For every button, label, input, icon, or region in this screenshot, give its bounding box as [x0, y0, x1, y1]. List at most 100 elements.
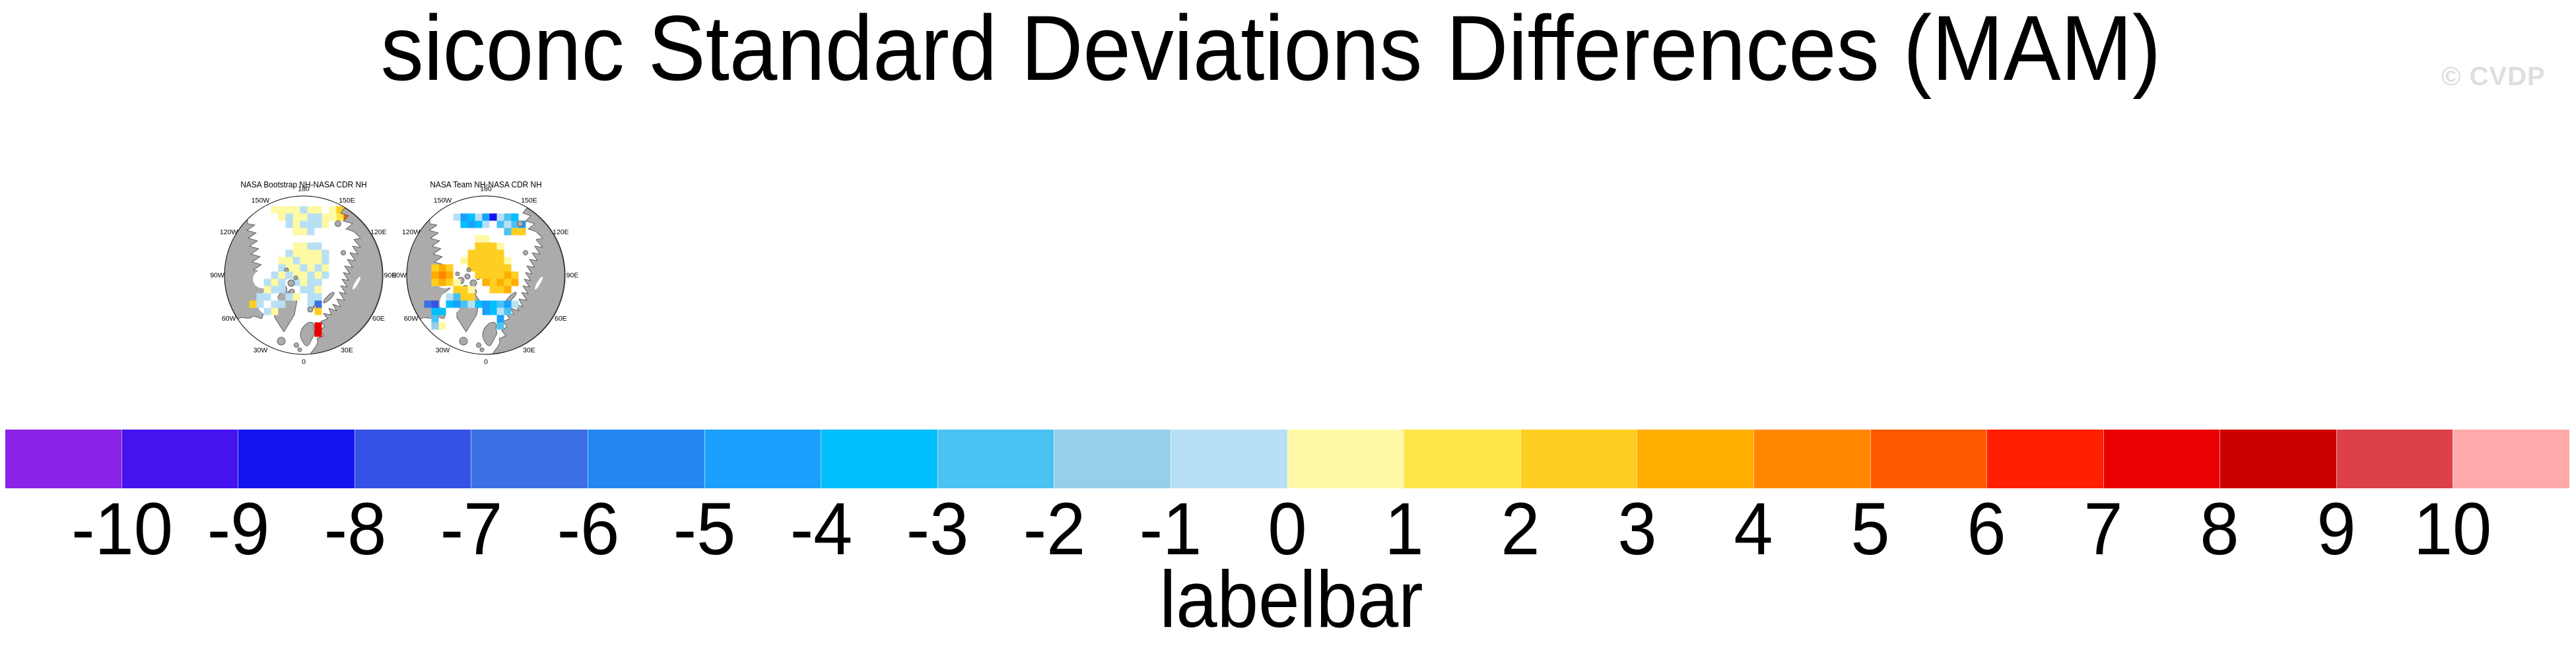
- data-cell: [482, 264, 490, 272]
- data-cell: [292, 220, 300, 228]
- data-cell: [504, 300, 512, 308]
- ring-label: 150W: [252, 197, 270, 205]
- data-cell: [446, 271, 454, 279]
- data-cell: [460, 257, 468, 265]
- data-cell: [307, 228, 315, 236]
- data-cell: [496, 257, 504, 265]
- land-scandinavia: [300, 321, 316, 346]
- land-island: [459, 337, 468, 346]
- land-island: [455, 271, 460, 276]
- land-island: [323, 292, 335, 304]
- colorbar-segment: [821, 430, 937, 488]
- data-cell: [482, 307, 490, 315]
- data-cell: [431, 264, 439, 272]
- data-cell: [285, 257, 293, 265]
- data-cell: [511, 228, 519, 236]
- cell-layer-over: [424, 228, 526, 330]
- data-cell: [489, 257, 497, 265]
- data-cell: [314, 220, 322, 228]
- data-cell: [285, 293, 293, 301]
- data-cell: [460, 220, 468, 228]
- data-cell: [438, 271, 446, 279]
- colorbar-segment: [354, 430, 471, 488]
- data-cell: [489, 307, 497, 315]
- tick-label: 10: [2414, 488, 2492, 570]
- tick-label: -1: [1139, 488, 1202, 570]
- land-island: [476, 342, 481, 348]
- data-cell: [467, 300, 475, 308]
- data-cell: [460, 286, 468, 294]
- ring-label: 90E: [566, 272, 579, 280]
- data-cell: [482, 220, 490, 228]
- data-cell: [489, 213, 497, 221]
- land-island: [297, 347, 302, 352]
- data-cell: [278, 286, 286, 294]
- data-cell: [453, 286, 461, 294]
- data-cell: [263, 293, 271, 301]
- ring-label: 120E: [370, 228, 387, 236]
- data-cell: [504, 213, 512, 221]
- land-island: [517, 220, 524, 227]
- ring-label: 60W: [222, 315, 236, 323]
- data-cell: [314, 249, 322, 257]
- data-cell: [285, 220, 293, 228]
- data-cell: [446, 278, 454, 286]
- land-island: [277, 337, 286, 346]
- ring-label: 120E: [553, 228, 569, 236]
- colorbar-segment: [2220, 430, 2336, 488]
- data-cell: [431, 278, 439, 286]
- data-cell: [271, 206, 279, 214]
- data-cell: [489, 249, 497, 257]
- ring-label: 150E: [521, 197, 537, 205]
- data-cell: [489, 278, 497, 286]
- data-cell: [249, 300, 257, 308]
- data-cell: [285, 206, 293, 214]
- colorbar-segment: [937, 430, 1054, 488]
- data-cell: [292, 264, 300, 272]
- data-cell: [292, 242, 300, 250]
- land-scandinavia: [482, 321, 498, 346]
- data-cell: [496, 220, 504, 228]
- colorbar-segment: [2453, 430, 2570, 488]
- data-cell: [300, 206, 308, 214]
- data-cell: [314, 300, 322, 308]
- data-cell: [482, 249, 490, 257]
- data-cell: [307, 293, 315, 301]
- data-cell: [307, 206, 315, 214]
- data-cell: [307, 300, 315, 308]
- data-cell: [460, 300, 468, 308]
- data-cell: [292, 213, 300, 221]
- tick-label: -5: [673, 488, 736, 570]
- data-cell: [475, 300, 483, 308]
- data-cell: [307, 213, 315, 221]
- tick-label: 1: [1384, 488, 1424, 570]
- data-cell: [496, 271, 504, 279]
- data-cell: [496, 322, 504, 330]
- land-island: [307, 306, 314, 313]
- data-cell: [496, 249, 504, 257]
- cell-layer-under: [271, 206, 351, 308]
- colorbar-segment: [121, 430, 238, 488]
- data-cell: [300, 213, 308, 221]
- data-cell: [438, 264, 446, 272]
- land-island: [293, 275, 298, 280]
- colorbar-segment: [2103, 430, 2220, 488]
- data-cell: [496, 307, 504, 315]
- data-cell: [467, 249, 475, 257]
- tick-label: 6: [1967, 488, 2006, 570]
- ring-label: 30W: [254, 346, 268, 354]
- data-cell: [496, 264, 504, 272]
- tick-label: -9: [207, 488, 270, 570]
- data-cell: [322, 220, 329, 228]
- data-cell: [285, 264, 293, 272]
- data-cell: [307, 278, 315, 286]
- ring-label: 120W: [402, 228, 421, 236]
- data-cell: [482, 213, 490, 221]
- land-island: [335, 220, 341, 227]
- ring-label: 60W: [404, 315, 419, 323]
- data-cell: [314, 293, 322, 301]
- bay: [353, 276, 360, 290]
- land-island: [287, 279, 295, 287]
- data-cell: [518, 228, 526, 236]
- data-cell: [300, 264, 308, 272]
